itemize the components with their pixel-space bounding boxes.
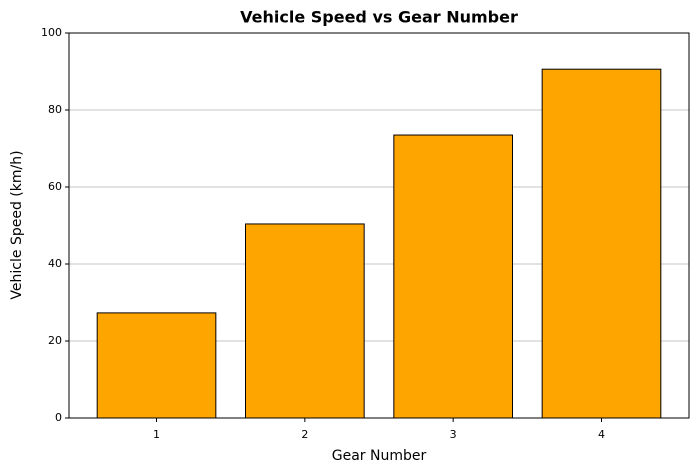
y-axis-label: Vehicle Speed (km/h) <box>9 150 25 299</box>
y-tick-label: 20 <box>48 334 62 347</box>
y-tick-label: 80 <box>48 103 62 116</box>
bar <box>96 312 217 419</box>
x-tick-label: 3 <box>450 428 457 441</box>
y-tick-label: 0 <box>55 411 62 424</box>
y-tick-label: 60 <box>48 180 62 193</box>
x-tick-label: 4 <box>598 428 605 441</box>
bar <box>541 68 662 419</box>
x-axis-label: Gear Number <box>332 448 427 464</box>
bar <box>245 223 365 419</box>
plot-frame <box>68 32 690 419</box>
chart-title: Vehicle Speed vs Gear Number <box>240 8 518 27</box>
y-tick-label: 40 <box>48 257 62 270</box>
x-tick-label: 2 <box>301 428 308 441</box>
bar <box>393 134 513 419</box>
y-tick-label: 100 <box>41 26 62 39</box>
x-tick-label: 1 <box>153 428 160 441</box>
